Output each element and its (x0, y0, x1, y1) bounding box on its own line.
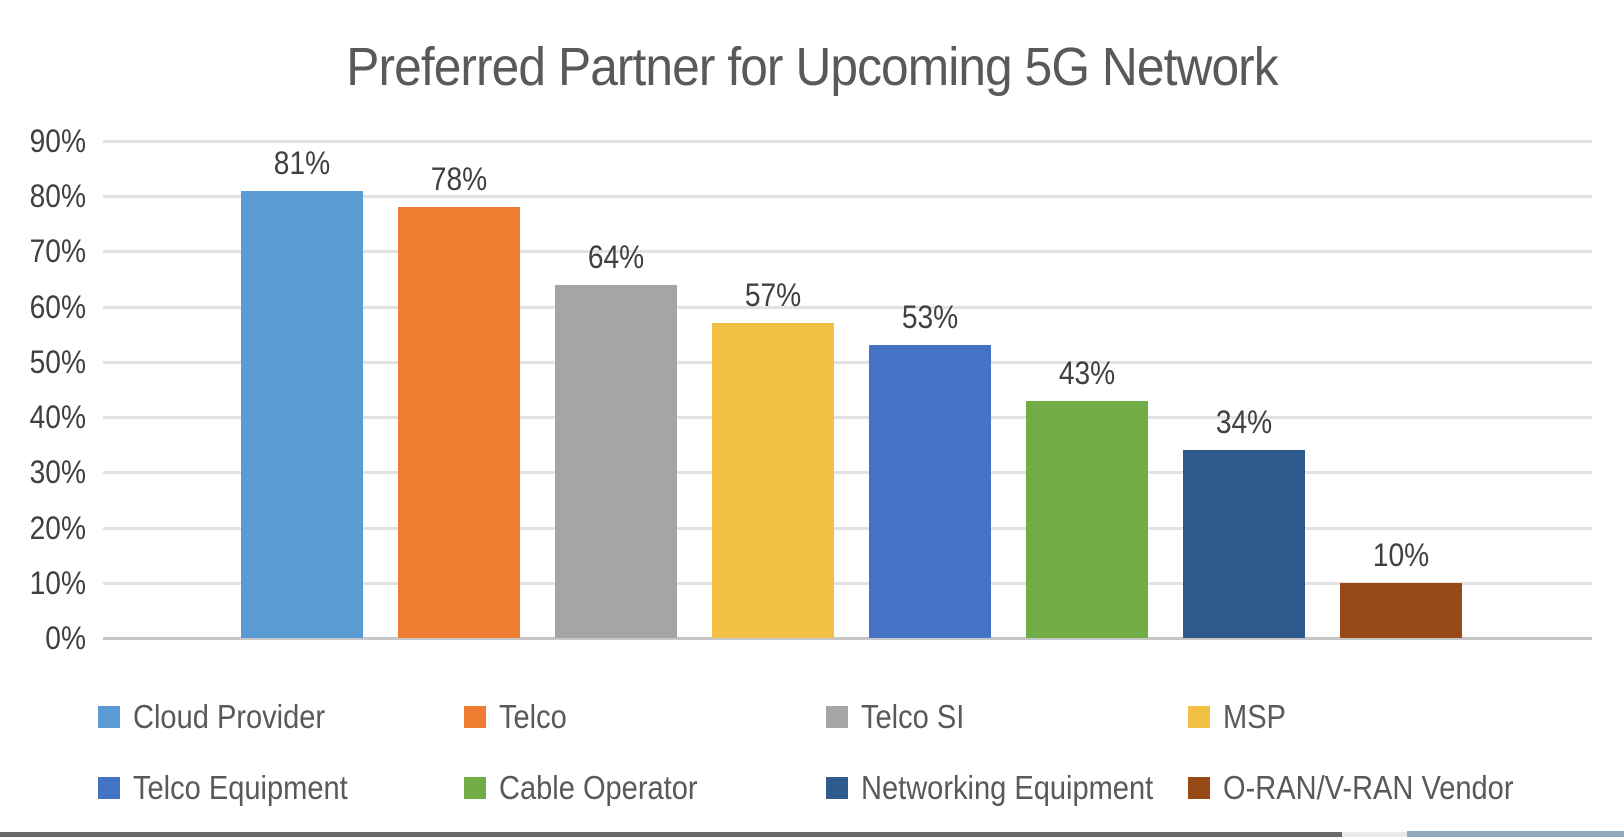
bar-telco-equipment (868, 345, 991, 638)
legend-label-telco-si: Telco SI (861, 698, 965, 735)
legend-label-msp: MSP (1223, 698, 1286, 735)
legend-swatch-cable-operator (464, 777, 486, 799)
gridline-40 (103, 416, 1592, 420)
legend-item-cloud-provider: Cloud Provider (98, 697, 351, 737)
y-tick-70: 70% (29, 233, 87, 270)
legend-item-telco: Telco (464, 697, 576, 737)
bar-label-telco-si: 64% (587, 238, 644, 275)
gridline-30 (103, 471, 1592, 475)
y-tick-10: 10% (29, 564, 87, 601)
chart-title: Preferred Partner for Upcoming 5G Networ… (346, 37, 1278, 97)
legend-item-telco-equipment: Telco Equipment (98, 768, 377, 808)
window-border-segment (0, 832, 1342, 837)
legend-item-o-ran-v-ran-vendor: O-RAN/V-RAN Vendor (1188, 768, 1553, 808)
bar-label-telco-equipment: 53% (901, 299, 958, 336)
gridline-70 (103, 250, 1592, 254)
scrollbar-thumb-segment[interactable] (1407, 831, 1624, 837)
bar-o-ran-v-ran-vendor (1339, 582, 1462, 638)
legend-label-cloud-provider: Cloud Provider (133, 698, 326, 735)
gridline-10 (103, 581, 1592, 585)
bar-networking-equipment (1182, 450, 1305, 638)
legend-swatch-cloud-provider (98, 706, 120, 728)
bar-label-cloud-provider: 81% (273, 144, 330, 181)
x-axis-line (103, 637, 1592, 640)
bar-telco (397, 207, 520, 638)
gridline-20 (103, 526, 1592, 530)
gridline-60 (103, 305, 1592, 309)
legend-item-cable-operator: Cable Operator (464, 768, 725, 808)
y-tick-80: 80% (29, 178, 87, 215)
legend-label-o-ran-v-ran-vendor: O-RAN/V-RAN Vendor (1223, 769, 1514, 806)
legend-item-msp: MSP (1188, 697, 1295, 737)
legend-swatch-telco (464, 706, 486, 728)
bar-label-telco: 78% (430, 161, 487, 198)
bar-telco-si (554, 284, 677, 638)
y-tick-0: 0% (45, 620, 86, 656)
legend-item-telco-si: Telco SI (826, 697, 978, 737)
bar-cable-operator (1025, 400, 1148, 638)
bar-label-cable-operator: 43% (1058, 354, 1115, 391)
y-tick-60: 60% (29, 288, 87, 325)
legend-label-cable-operator: Cable Operator (499, 769, 698, 806)
bar-msp (711, 323, 834, 638)
y-tick-50: 50% (29, 343, 87, 380)
bar-label-networking-equipment: 34% (1215, 404, 1272, 441)
legend-swatch-telco-equipment (98, 777, 120, 799)
gridline-80 (103, 195, 1592, 199)
y-tick-40: 40% (29, 399, 87, 436)
y-tick-20: 20% (29, 509, 87, 546)
gridline-50 (103, 360, 1592, 364)
legend-swatch-networking-equipment (826, 777, 848, 799)
y-tick-30: 30% (29, 454, 87, 491)
bar-label-msp: 57% (744, 277, 801, 314)
legend-label-telco: Telco (499, 698, 567, 735)
legend-label-telco-equipment: Telco Equipment (133, 769, 348, 806)
legend-swatch-msp (1188, 706, 1210, 728)
bar-label-o-ran-v-ran-vendor: 10% (1372, 536, 1429, 573)
bar-cloud-provider (240, 190, 363, 638)
bottom-edge-strip (0, 831, 1624, 838)
y-tick-90: 90% (29, 123, 87, 159)
legend-swatch-o-ran-v-ran-vendor (1188, 777, 1210, 799)
legend-label-networking-equipment: Networking Equipment (861, 769, 1154, 806)
legend-swatch-telco-si (826, 706, 848, 728)
scrollbar-track-segment (1342, 832, 1407, 837)
legend-item-networking-equipment: Networking Equipment (826, 768, 1193, 808)
gridline-90 (103, 140, 1592, 143)
